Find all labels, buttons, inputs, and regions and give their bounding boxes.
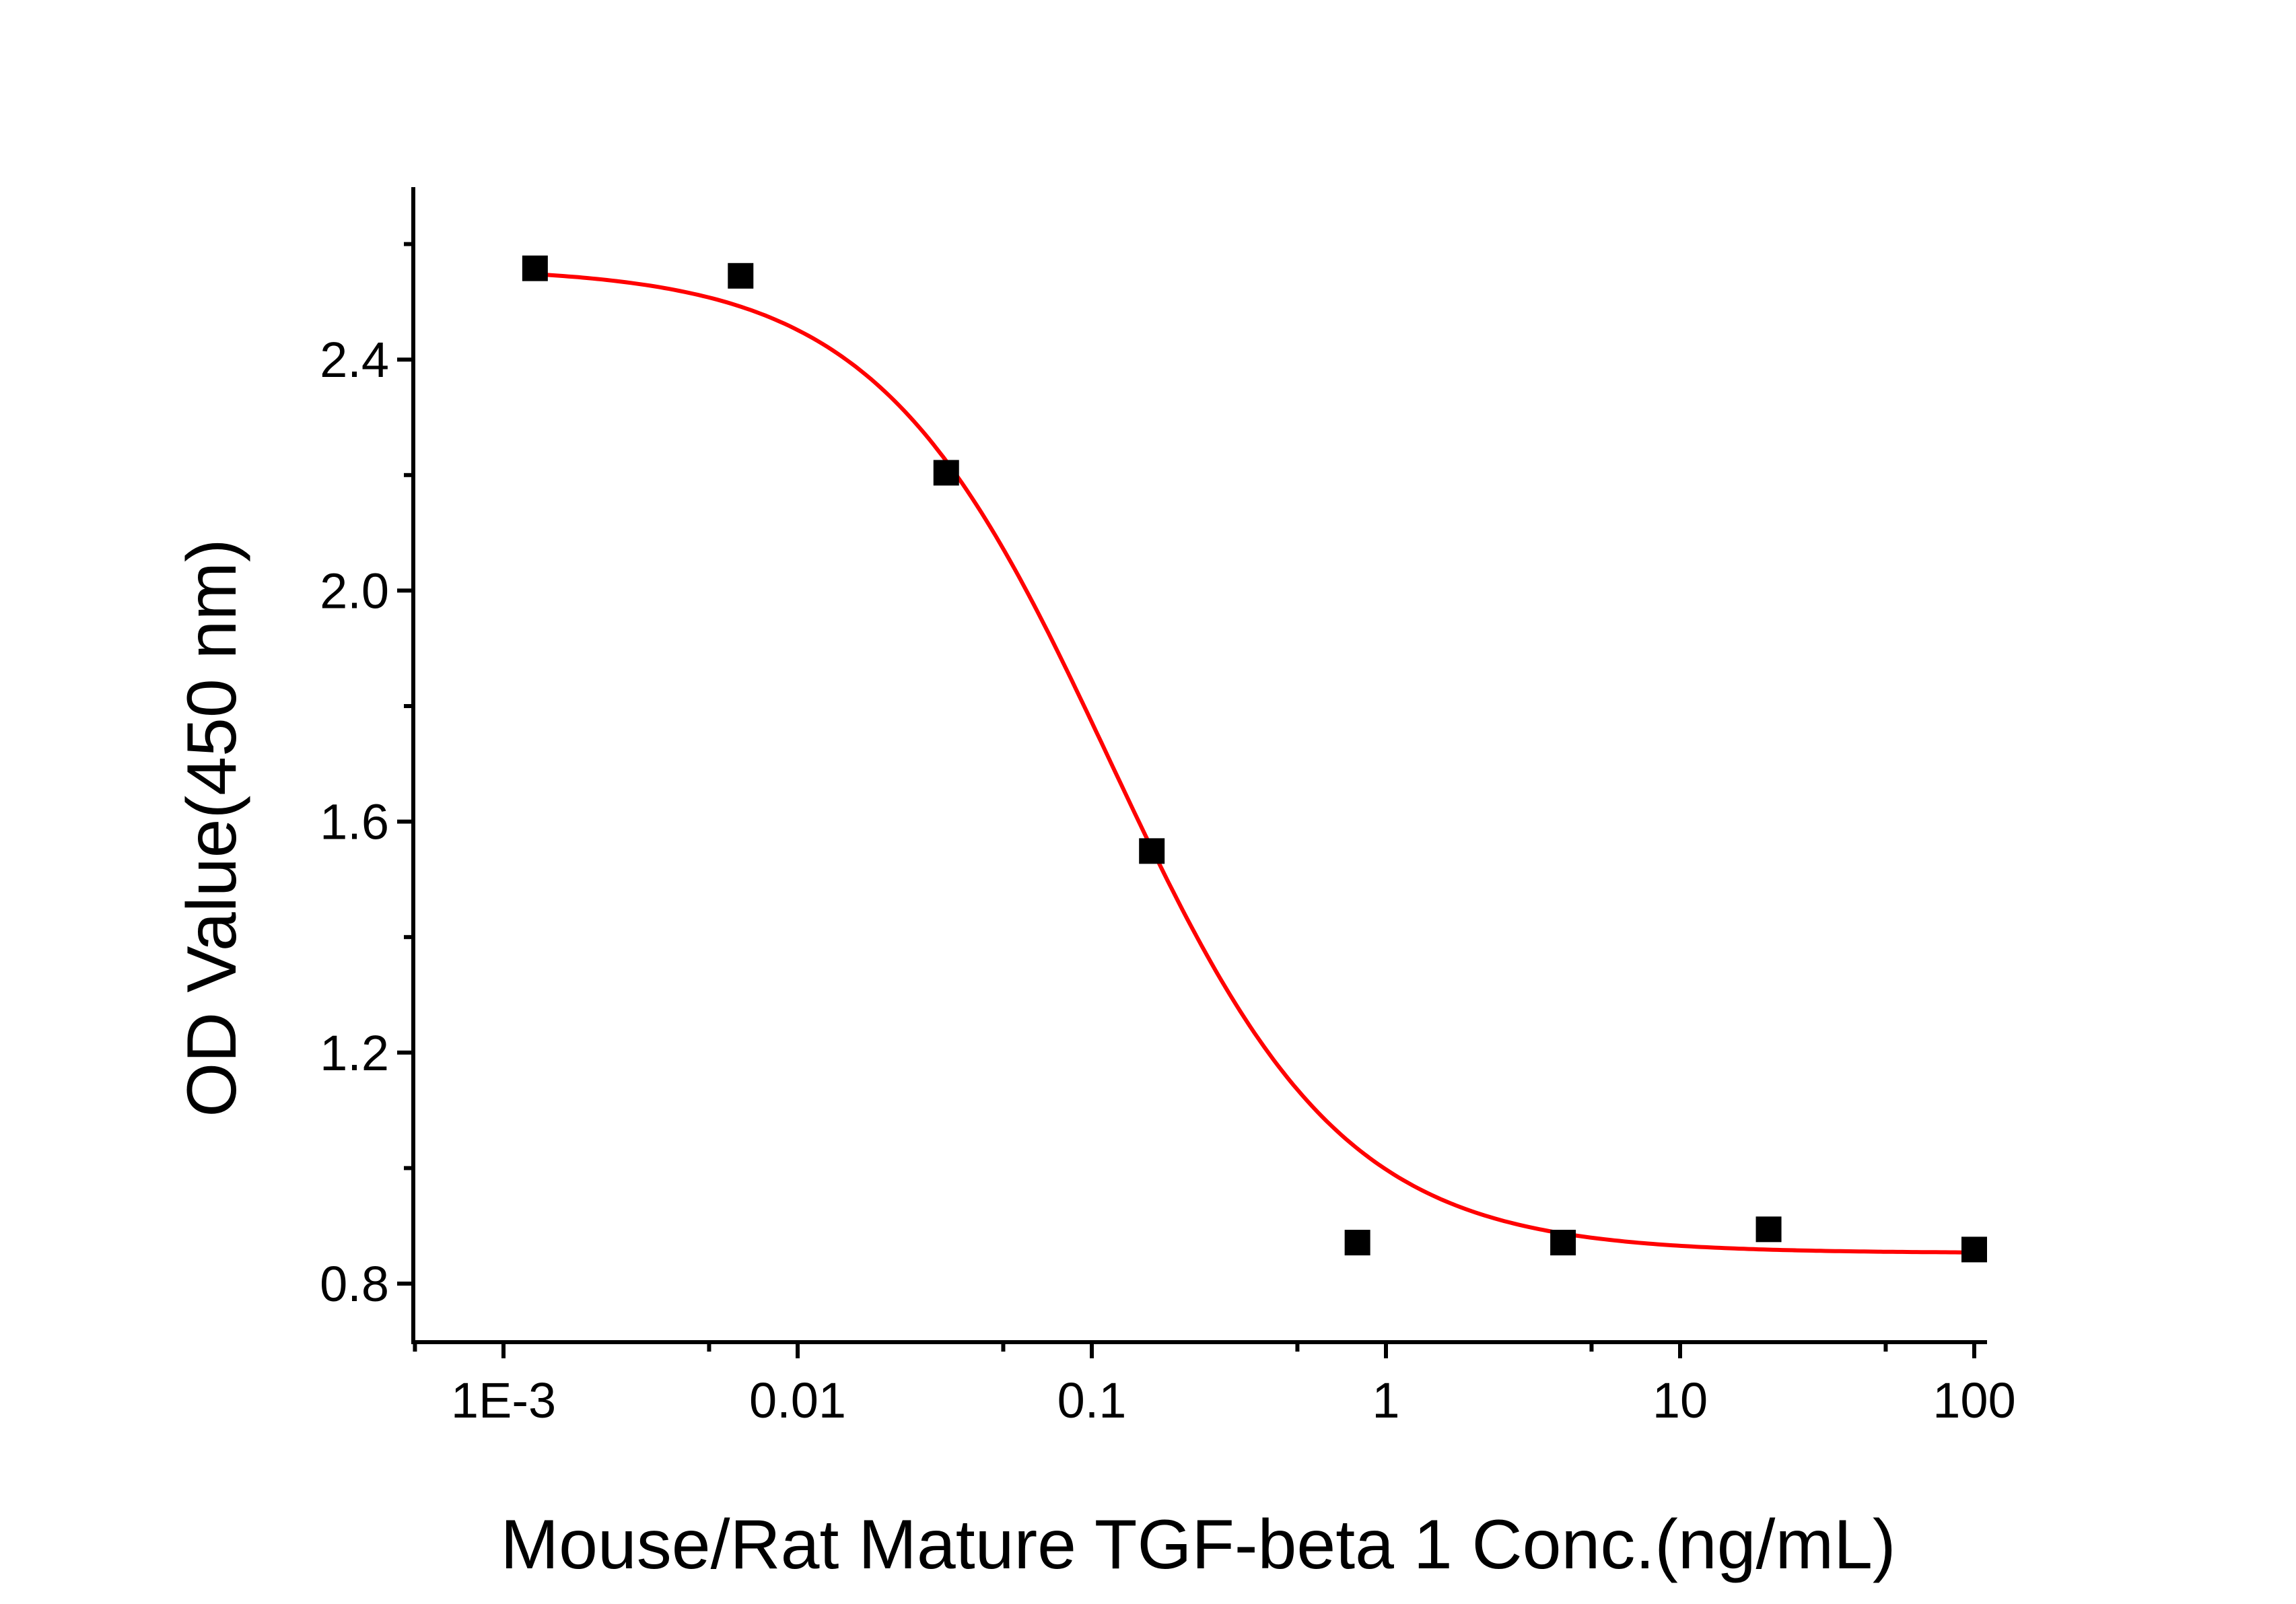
data-point [728, 263, 754, 289]
y-tick-label: 0.8 [320, 1256, 389, 1312]
y-tick-label: 2.0 [320, 563, 389, 619]
x-tick-label: 10 [1653, 1372, 1708, 1428]
y-ticks: 0.8 1.2 1.6 2.0 2.4 [320, 242, 413, 1312]
x-tick-label: 100 [1933, 1372, 2015, 1428]
y-tick-label: 2.4 [320, 332, 389, 388]
data-points [522, 255, 1987, 1263]
y-axis-title: OD Value(450 nm) [173, 538, 251, 1117]
data-point [1550, 1230, 1576, 1256]
y-tick-label: 1.2 [320, 1025, 389, 1081]
data-point [1755, 1216, 1782, 1243]
fit-curve [534, 272, 1975, 1255]
data-point [1961, 1236, 1987, 1263]
data-point [1139, 838, 1165, 864]
data-point [522, 255, 548, 281]
x-tick-label: 0.1 [1057, 1372, 1127, 1428]
x-tick-label: 1E-3 [451, 1372, 556, 1428]
data-point [1344, 1230, 1370, 1256]
x-tick-label: 0.01 [749, 1372, 846, 1428]
x-ticks: 1E-3 0.01 0.1 1 10 100 [413, 1342, 2016, 1428]
x-tick-label: 1 [1372, 1372, 1399, 1428]
data-point [933, 460, 959, 486]
x-axis-title: Mouse/Rat Mature TGF-beta 1 Conc.(ng/mL) [500, 1506, 1895, 1584]
axes [411, 187, 1987, 1344]
y-tick-label: 1.6 [320, 794, 389, 850]
